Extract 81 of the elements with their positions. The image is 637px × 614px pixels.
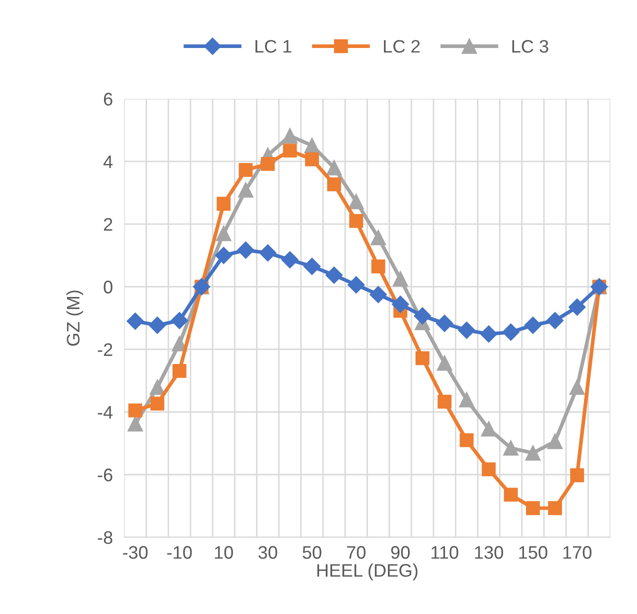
point xyxy=(568,298,586,316)
point xyxy=(326,160,342,176)
point xyxy=(371,259,386,274)
x-tick-label: 50 xyxy=(302,546,322,559)
x-axis-title: HEEL (DEG) xyxy=(317,564,418,580)
point xyxy=(370,286,387,304)
y-tick-label: 4 xyxy=(103,156,113,168)
x-tick-label: 110 xyxy=(432,546,458,559)
point xyxy=(327,177,342,192)
y-axis-title: GZ (M) xyxy=(66,290,84,346)
x-tick-label: 150 xyxy=(519,546,548,559)
point xyxy=(480,325,498,343)
point xyxy=(282,128,298,144)
point xyxy=(260,157,275,171)
point xyxy=(524,316,542,334)
point xyxy=(238,182,254,198)
point xyxy=(525,445,541,461)
point xyxy=(172,336,188,352)
point xyxy=(237,242,254,259)
point xyxy=(238,162,253,177)
point xyxy=(504,488,518,502)
legend-label: LC 3 xyxy=(512,40,548,53)
point xyxy=(392,296,409,313)
point xyxy=(570,468,584,482)
y-tick-label: -4 xyxy=(98,406,113,419)
point xyxy=(349,214,364,228)
point xyxy=(503,440,518,456)
point xyxy=(547,434,563,450)
x-tick-label: 170 xyxy=(563,546,592,559)
point xyxy=(569,380,585,395)
x-tick-label: 90 xyxy=(391,546,410,559)
y-tick-label: -6 xyxy=(98,468,112,482)
point xyxy=(148,316,166,334)
point xyxy=(304,138,320,154)
point xyxy=(458,322,476,339)
x-tick-label: 130 xyxy=(475,546,504,559)
point xyxy=(526,501,540,516)
point xyxy=(216,226,232,242)
y-tick-label: -8 xyxy=(98,531,112,544)
point xyxy=(128,416,143,432)
point xyxy=(348,194,364,210)
y-tick-label: 6 xyxy=(104,92,112,106)
point xyxy=(282,144,297,158)
y-tick-label: -2 xyxy=(98,343,112,356)
x-tick-label: 70 xyxy=(347,546,366,559)
point xyxy=(481,421,496,437)
point xyxy=(150,380,165,395)
point xyxy=(392,271,408,287)
legend-label: LC 2 xyxy=(384,40,420,53)
point xyxy=(548,501,562,516)
point xyxy=(150,396,164,410)
point xyxy=(305,152,319,166)
point xyxy=(459,392,474,408)
point xyxy=(370,230,386,246)
point xyxy=(259,244,276,262)
point xyxy=(414,307,432,324)
point xyxy=(326,266,343,284)
point xyxy=(436,314,454,332)
point xyxy=(546,312,564,330)
point xyxy=(303,258,321,275)
point xyxy=(170,312,188,330)
point xyxy=(216,196,231,211)
point xyxy=(128,403,142,418)
x-tick-label: 30 xyxy=(258,546,278,559)
x-tick-label: -30 xyxy=(123,546,148,559)
x-tick-label: -10 xyxy=(167,546,192,559)
y-tick-label: 2 xyxy=(104,218,112,231)
point xyxy=(502,324,520,341)
point xyxy=(126,312,144,330)
x-tick-label: 10 xyxy=(214,546,233,559)
point xyxy=(482,462,496,476)
y-tick-label: 0 xyxy=(104,280,112,294)
point xyxy=(215,246,232,264)
point xyxy=(438,394,452,409)
legend-label: LC 1 xyxy=(256,40,292,53)
point xyxy=(416,351,430,366)
point xyxy=(281,251,298,268)
point xyxy=(172,364,186,378)
point xyxy=(348,276,365,294)
point xyxy=(436,356,452,371)
point xyxy=(460,433,474,448)
